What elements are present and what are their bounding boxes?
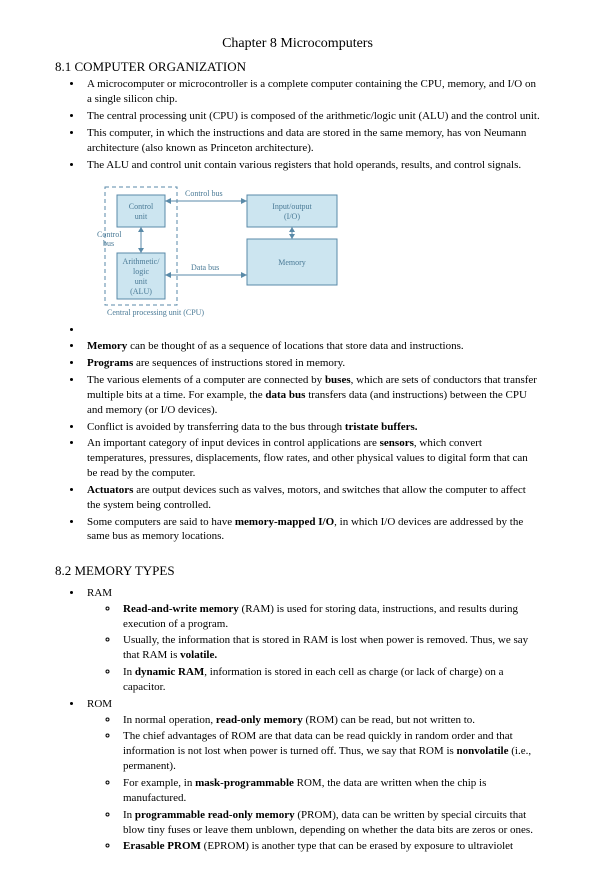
list-item <box>83 323 540 338</box>
ram-sublist: Read-and-write memory (RAM) is used for … <box>119 602 540 695</box>
diagram-label: Control bus <box>185 189 223 198</box>
list-item: The central processing unit (CPU) is com… <box>83 109 540 124</box>
cpu-diagram: Control unit Arithmetic/ logic unit (ALU… <box>97 179 540 319</box>
list-item-rom: ROM In normal operation, read-only memor… <box>83 697 540 854</box>
list-item: Usually, the information that is stored … <box>119 633 540 663</box>
list-item-diagram: Control unit Arithmetic/ logic unit (ALU… <box>83 179 540 319</box>
list-item: Read-and-write memory (RAM) is used for … <box>119 602 540 632</box>
section-8-1-heading: 8.1 COMPUTER ORGANIZATION <box>55 58 540 76</box>
rom-sublist: In normal operation, read-only memory (R… <box>119 713 540 855</box>
diagram-label: unit <box>135 212 148 221</box>
chapter-title: Chapter 8 Microcomputers <box>55 35 540 54</box>
diagram-label: unit <box>135 277 148 286</box>
list-item: An important category of input devices i… <box>83 436 540 481</box>
diagram-label: Memory <box>278 258 306 267</box>
list-item: This computer, in which the instructions… <box>83 126 540 156</box>
list-item-ram: RAM Read-and-write memory (RAM) is used … <box>83 586 540 695</box>
list-item: In normal operation, read-only memory (R… <box>119 713 540 728</box>
diagram-label: Data bus <box>191 263 219 272</box>
diagram-label: Arithmetic/ <box>123 257 161 266</box>
list-item: In programmable read-only memory (PROM),… <box>119 808 540 838</box>
section-8-2-list: RAM Read-and-write memory (RAM) is used … <box>83 586 540 854</box>
list-item: The various elements of a computer are c… <box>83 373 540 418</box>
list-item: Conflict is avoided by transferring data… <box>83 420 540 435</box>
list-item: For example, in mask-programmable ROM, t… <box>119 776 540 806</box>
list-item: Programs are sequences of instructions s… <box>83 356 540 371</box>
list-item: In dynamic RAM, information is stored in… <box>119 665 540 695</box>
diagram-label: Control <box>97 230 122 239</box>
diagram-label: (I/O) <box>284 212 300 221</box>
list-item: The ALU and control unit contain various… <box>83 158 540 173</box>
diagram-label: Central processing unit (CPU) <box>107 308 204 317</box>
list-item: The chief advantages of ROM are that dat… <box>119 729 540 774</box>
list-item: Erasable PROM (EPROM) is another type th… <box>119 839 540 854</box>
diagram-label: (ALU) <box>130 287 152 296</box>
list-item: Actuators are output devices such as val… <box>83 483 540 513</box>
diagram-label: logic <box>133 267 149 276</box>
diagram-label: bus <box>103 239 114 248</box>
diagram-label: Input/output <box>272 202 312 211</box>
diagram-label: Control <box>129 202 154 211</box>
section-8-2-heading: 8.2 MEMORY TYPES <box>55 562 540 580</box>
list-item: Memory can be thought of as a sequence o… <box>83 339 540 354</box>
list-item: A microcomputer or microcontroller is a … <box>83 77 540 107</box>
list-item: Some computers are said to have memory-m… <box>83 515 540 545</box>
section-8-1-list: A microcomputer or microcontroller is a … <box>83 77 540 544</box>
